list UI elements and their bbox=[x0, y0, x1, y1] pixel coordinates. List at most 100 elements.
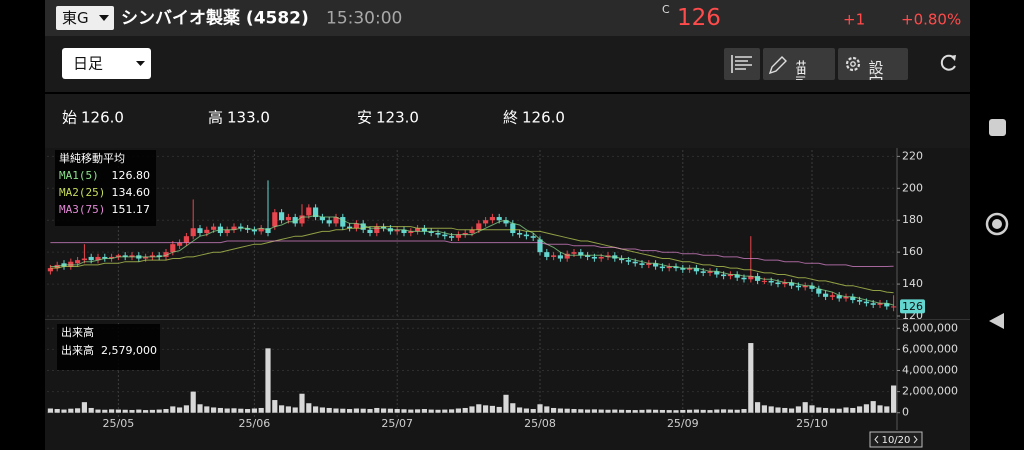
y-tick-label: 140 bbox=[902, 277, 923, 290]
back-button[interactable] bbox=[989, 313, 1004, 329]
volume-bar bbox=[816, 407, 822, 413]
volume-bar bbox=[75, 408, 81, 413]
candle-body bbox=[564, 253, 570, 259]
volume-bar bbox=[680, 409, 686, 413]
volume-bar bbox=[251, 408, 257, 413]
candle-body bbox=[802, 285, 808, 288]
button-bg bbox=[724, 48, 760, 80]
candle-body bbox=[687, 268, 693, 270]
candle-body bbox=[47, 268, 53, 272]
candle-body bbox=[761, 280, 767, 282]
settings-label-clip: 設定 bbox=[869, 60, 885, 80]
ohlc-value: 126.0 bbox=[81, 109, 124, 127]
x-tick-label: 25/05 bbox=[103, 417, 135, 430]
candle-body bbox=[510, 223, 516, 233]
y-tick-label: 0 bbox=[902, 406, 909, 419]
candle-body bbox=[143, 256, 149, 259]
recents-button[interactable] bbox=[989, 119, 1006, 136]
volume-bar bbox=[734, 409, 740, 413]
volume-bar bbox=[836, 408, 842, 413]
volume-bar bbox=[394, 409, 400, 413]
candle-body bbox=[782, 282, 788, 285]
candle-body bbox=[727, 274, 733, 277]
candle-body bbox=[462, 233, 468, 235]
volume-bar bbox=[258, 407, 264, 413]
candle-body bbox=[714, 271, 720, 275]
period-selector[interactable]: 日足 bbox=[62, 48, 151, 79]
candle-body bbox=[319, 217, 325, 221]
settings-button[interactable]: 設定 bbox=[838, 48, 908, 91]
candle-body bbox=[204, 229, 210, 233]
volume-bar bbox=[381, 408, 387, 413]
volume-bar bbox=[632, 410, 638, 413]
candle-body bbox=[578, 252, 584, 256]
volume-bar bbox=[850, 407, 856, 413]
market-box bbox=[56, 6, 114, 30]
indicator-button[interactable] bbox=[724, 48, 760, 80]
volume-bar bbox=[88, 407, 94, 413]
candle-body bbox=[367, 229, 373, 233]
volume-bar bbox=[585, 409, 591, 413]
pencil-icon bbox=[768, 56, 787, 75]
cursor-date[interactable]: 10/20 bbox=[869, 431, 923, 448]
home-dot bbox=[992, 219, 1002, 229]
volume-bar bbox=[795, 406, 801, 413]
legend-value: 126.80 bbox=[112, 169, 151, 182]
legend-box bbox=[55, 150, 156, 226]
volume-bar bbox=[313, 406, 319, 413]
volume-bar bbox=[190, 391, 196, 413]
candle-body bbox=[557, 255, 563, 259]
volume-bar bbox=[612, 409, 618, 413]
candle-body bbox=[496, 217, 502, 221]
candle-body bbox=[129, 255, 135, 257]
volume-bar bbox=[272, 400, 278, 413]
volume-bar bbox=[741, 409, 747, 413]
candle-body bbox=[673, 266, 679, 269]
home-button[interactable] bbox=[985, 212, 1009, 236]
ma-line bbox=[50, 240, 894, 267]
dropdown-arrow bbox=[99, 15, 109, 21]
candle-body bbox=[408, 231, 414, 233]
legend-name: MA1(5) bbox=[59, 169, 99, 182]
candle-body bbox=[306, 207, 312, 216]
candle-body bbox=[428, 231, 434, 233]
candle-body bbox=[326, 220, 332, 224]
candle-body bbox=[245, 228, 251, 230]
volume-bar bbox=[829, 408, 835, 413]
volume-bar bbox=[442, 409, 448, 413]
x-tick-label: 25/10 bbox=[796, 417, 828, 430]
volume-bar bbox=[367, 409, 373, 413]
draw-label: 描画 bbox=[790, 60, 808, 90]
candle-body bbox=[197, 228, 203, 233]
bars-icon bbox=[731, 55, 752, 73]
cursor-date-box bbox=[869, 431, 923, 448]
volume-bar bbox=[755, 402, 761, 413]
candle-body bbox=[183, 236, 189, 243]
candle-body bbox=[109, 256, 115, 259]
volume-bar bbox=[421, 409, 427, 413]
cursor-date-label: 10/20 bbox=[882, 435, 911, 446]
change: +1 bbox=[843, 11, 865, 29]
y-tick-label: 4,000,000 bbox=[902, 364, 958, 377]
volume-bar bbox=[299, 393, 305, 413]
volume-bar bbox=[557, 408, 563, 413]
refresh-button[interactable] bbox=[940, 54, 956, 71]
volume-bar bbox=[727, 409, 733, 413]
legend-name: MA3(75) bbox=[59, 203, 105, 216]
legend-name: 出来高 bbox=[61, 343, 94, 357]
volume-bar bbox=[353, 408, 359, 413]
candle-body bbox=[503, 220, 509, 224]
volume-bar bbox=[435, 409, 441, 413]
candle-body bbox=[476, 223, 482, 230]
button-bg bbox=[763, 48, 835, 80]
draw-button[interactable]: 描画 bbox=[763, 48, 835, 90]
ohlc-label: 高 bbox=[208, 109, 223, 127]
volume-bar bbox=[591, 409, 597, 413]
volume-bar bbox=[863, 404, 869, 413]
candle-body bbox=[177, 242, 183, 246]
candle-body bbox=[741, 277, 747, 280]
market-selector[interactable]: 東G bbox=[56, 6, 114, 30]
volume-bar bbox=[530, 409, 536, 413]
volume-bar bbox=[598, 409, 604, 413]
